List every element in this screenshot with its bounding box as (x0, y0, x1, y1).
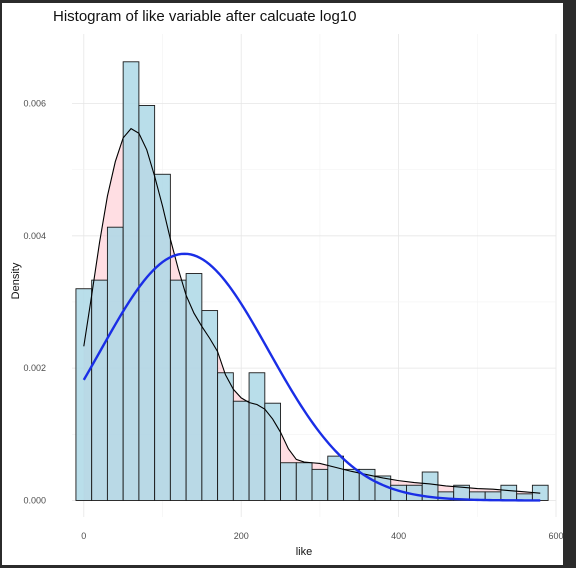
histogram-bar (232, 400, 250, 501)
histogram-bar (264, 402, 282, 501)
histogram-bar (311, 468, 329, 501)
histogram-bar (185, 273, 203, 501)
histogram-bar (295, 462, 313, 501)
x-axis-ticks: 0 200 400 600 (81, 531, 563, 541)
histogram-bar (280, 462, 297, 501)
histogram-bar (122, 61, 140, 501)
curve-layer (82, 127, 541, 502)
x-axis-label: like (295, 546, 313, 558)
x-tick-label: 200 (234, 531, 249, 541)
y-axis-ticks: 0.000 0.002 0.004 0.006 (23, 98, 46, 505)
y-tick-label: 0.000 (23, 495, 46, 505)
y-tick-label: 0.004 (23, 231, 46, 241)
x-tick-label: 0 (81, 531, 86, 541)
y-tick-label: 0.006 (23, 98, 46, 108)
normal-curve-line (82, 252, 541, 502)
histogram-bar (248, 372, 266, 501)
chart-title: Histogram of like variable after calcuat… (53, 8, 357, 25)
histogram-chart: 0 200 400 600 0.000 0.002 0.004 0.006 (23, 34, 563, 541)
x-tick-label: 400 (391, 531, 406, 541)
histogram-bar (75, 288, 93, 501)
histogram-bar (500, 484, 518, 501)
histogram-bar (217, 372, 234, 501)
histogram-bar (154, 173, 171, 501)
y-tick-label: 0.002 (23, 363, 46, 373)
kde-line (83, 127, 541, 494)
plot-panel: Histogram of like variable after calcuat… (2, 3, 563, 565)
x-tick-label: 600 (548, 531, 563, 541)
histogram-bar (106, 226, 124, 501)
histogram-bars (75, 61, 549, 501)
histogram-bar (421, 471, 439, 501)
histogram-bar (91, 279, 108, 501)
histogram-bar (138, 105, 156, 501)
histogram-bar (343, 468, 360, 501)
histogram-bar (169, 279, 187, 501)
histogram-bar (327, 455, 344, 501)
